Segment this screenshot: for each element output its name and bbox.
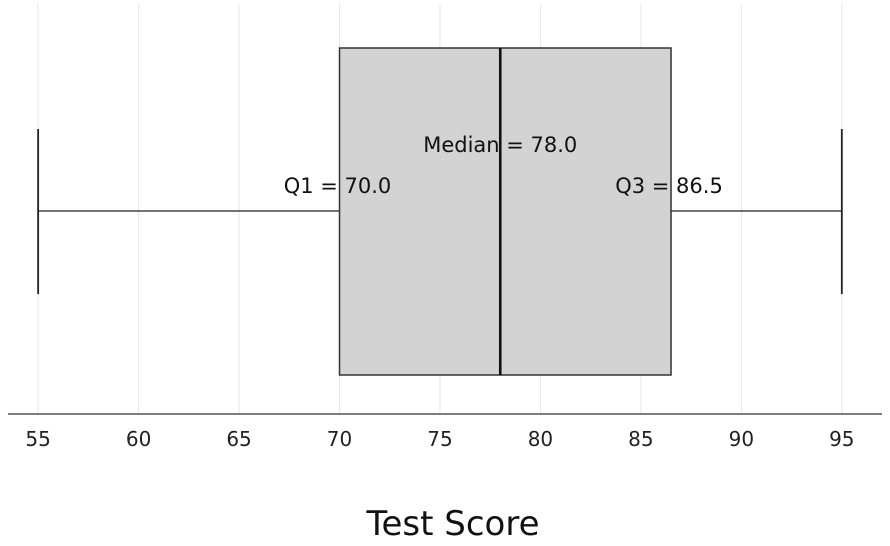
x-tick-label-55: 55 bbox=[25, 427, 50, 451]
x-tick-label-85: 85 bbox=[628, 427, 653, 451]
box-plot-body bbox=[37, 47, 843, 376]
interquartile-box bbox=[338, 47, 672, 376]
x-tick-label-60: 60 bbox=[126, 427, 151, 451]
annotation-q3: Q3 = 86.5 bbox=[615, 174, 723, 198]
x-axis-label: Test Score bbox=[366, 504, 540, 544]
x-tick-label-70: 70 bbox=[327, 427, 352, 451]
annotation-q1: Q1 = 70.0 bbox=[284, 174, 392, 198]
x-tick-label-80: 80 bbox=[528, 427, 553, 451]
x-tick-label-75: 75 bbox=[427, 427, 452, 451]
annotation-median: Median = 78.0 bbox=[423, 133, 577, 157]
x-tick-label-65: 65 bbox=[226, 427, 251, 451]
x-tick-label-95: 95 bbox=[829, 427, 854, 451]
x-tick-labels: 55 60 65 70 75 80 85 90 95 bbox=[25, 427, 854, 451]
x-tick-label-90: 90 bbox=[729, 427, 754, 451]
